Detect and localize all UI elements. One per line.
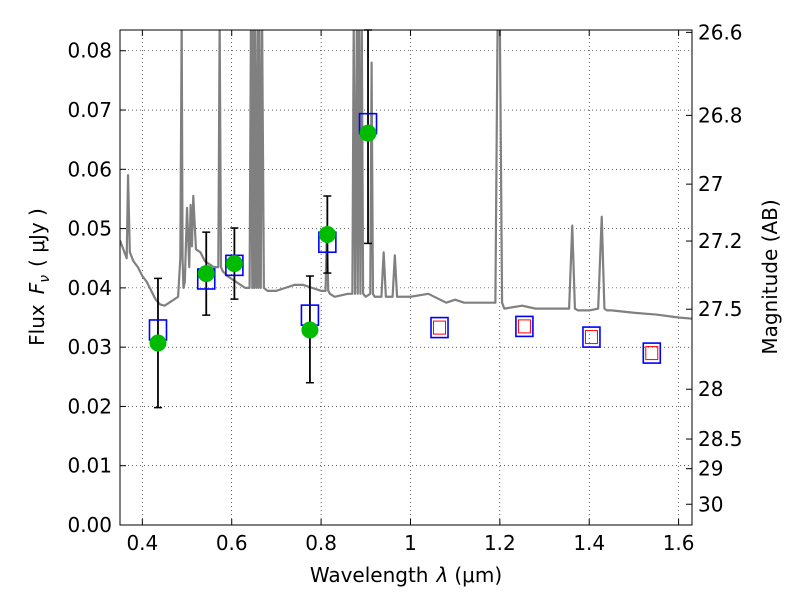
markers-layer bbox=[148, 112, 662, 364]
x-axis-ticks: 0.4 0.6 0.8 1 1.2 1.4 1.6 bbox=[126, 30, 695, 555]
x-axis-label: Wavelength λ (μm) bbox=[310, 563, 502, 587]
y-tick-label: 0.07 bbox=[67, 98, 112, 122]
observed-point bbox=[318, 226, 336, 244]
model-photometry-square bbox=[515, 315, 534, 338]
x-tick-label: 0.6 bbox=[216, 531, 248, 555]
y2-tick-label: 26.6 bbox=[698, 20, 743, 44]
predicted-photometry-square bbox=[645, 346, 659, 361]
y-tick-label: 0.00 bbox=[67, 513, 112, 537]
x-tick-label: 1.4 bbox=[573, 531, 605, 555]
model-photometry-square bbox=[582, 326, 601, 348]
y2-tick-label: 28.5 bbox=[698, 427, 743, 451]
y2-tick-label: 26.8 bbox=[698, 103, 743, 127]
y-tick-label: 0.03 bbox=[67, 335, 112, 359]
y-tick-label: 0.05 bbox=[67, 217, 112, 241]
predicted-photometry-square bbox=[517, 319, 531, 334]
y-tick-label: 0.01 bbox=[67, 454, 112, 478]
y-axis-label: FluxFν( μJy ) bbox=[25, 208, 53, 346]
model-photometry-square bbox=[430, 316, 449, 339]
y2-tick-label: 30 bbox=[698, 492, 723, 516]
observed-point bbox=[301, 321, 319, 339]
y-tick-label: 0.08 bbox=[67, 39, 112, 63]
model-photometry-square bbox=[642, 342, 662, 364]
y2-tick-label: 27.5 bbox=[698, 297, 743, 321]
predicted-photometry-square bbox=[433, 320, 447, 335]
y-axis-ticks: 0.00 0.01 0.02 0.03 0.04 0.05 0.06 0.07 0.08 bbox=[67, 39, 126, 537]
x-tick-label: 0.4 bbox=[126, 531, 158, 555]
y2-axis-ticks: 26.6 26.8 27 27.2 27.5 28 28.5 29 30 bbox=[686, 20, 743, 516]
y2-tick-label: 27 bbox=[698, 172, 723, 196]
observed-point bbox=[359, 124, 377, 142]
predicted-photometry-square bbox=[584, 330, 598, 345]
model-spectrum-line bbox=[120, 30, 692, 320]
y-tick-label: 0.06 bbox=[67, 157, 112, 181]
y2-axis-label: Magnitude (AB) bbox=[758, 199, 782, 354]
x-tick-label: 1.6 bbox=[663, 531, 695, 555]
observed-point bbox=[149, 334, 167, 352]
x-tick-label: 1 bbox=[404, 531, 417, 555]
observed-point bbox=[197, 265, 215, 283]
observed-point bbox=[225, 255, 243, 273]
y2-tick-label: 29 bbox=[698, 457, 723, 481]
y2-tick-label: 28 bbox=[698, 377, 723, 401]
y-tick-label: 0.04 bbox=[67, 276, 112, 300]
x-tick-label: 1.2 bbox=[484, 531, 516, 555]
y2-tick-label: 27.2 bbox=[698, 229, 743, 253]
y-tick-label: 0.02 bbox=[67, 394, 112, 418]
plot-frame bbox=[119, 29, 693, 526]
x-tick-label: 0.8 bbox=[305, 531, 337, 555]
series-layer bbox=[120, 30, 692, 320]
